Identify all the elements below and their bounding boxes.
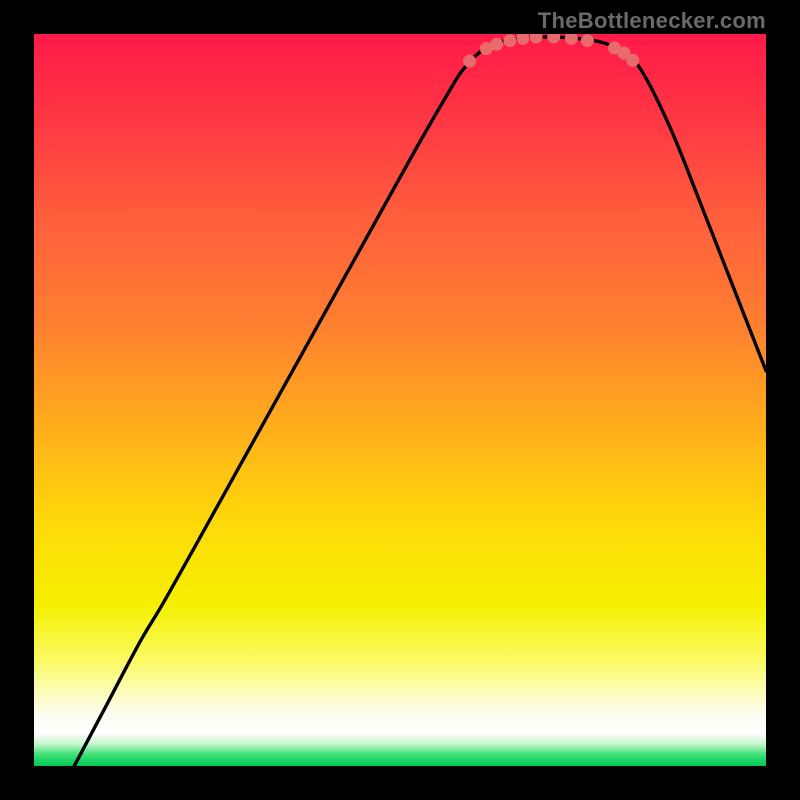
watermark-text: TheBottlenecker.com (538, 8, 766, 34)
marker-dot (463, 55, 476, 68)
marker-dot (581, 34, 594, 47)
marker-dot (490, 38, 503, 51)
marker-dot (503, 34, 516, 47)
bottleneck-curve-chart (34, 34, 766, 766)
marker-dot (626, 54, 639, 67)
chart-svg (34, 34, 766, 766)
chart-background-gradient (34, 34, 766, 766)
